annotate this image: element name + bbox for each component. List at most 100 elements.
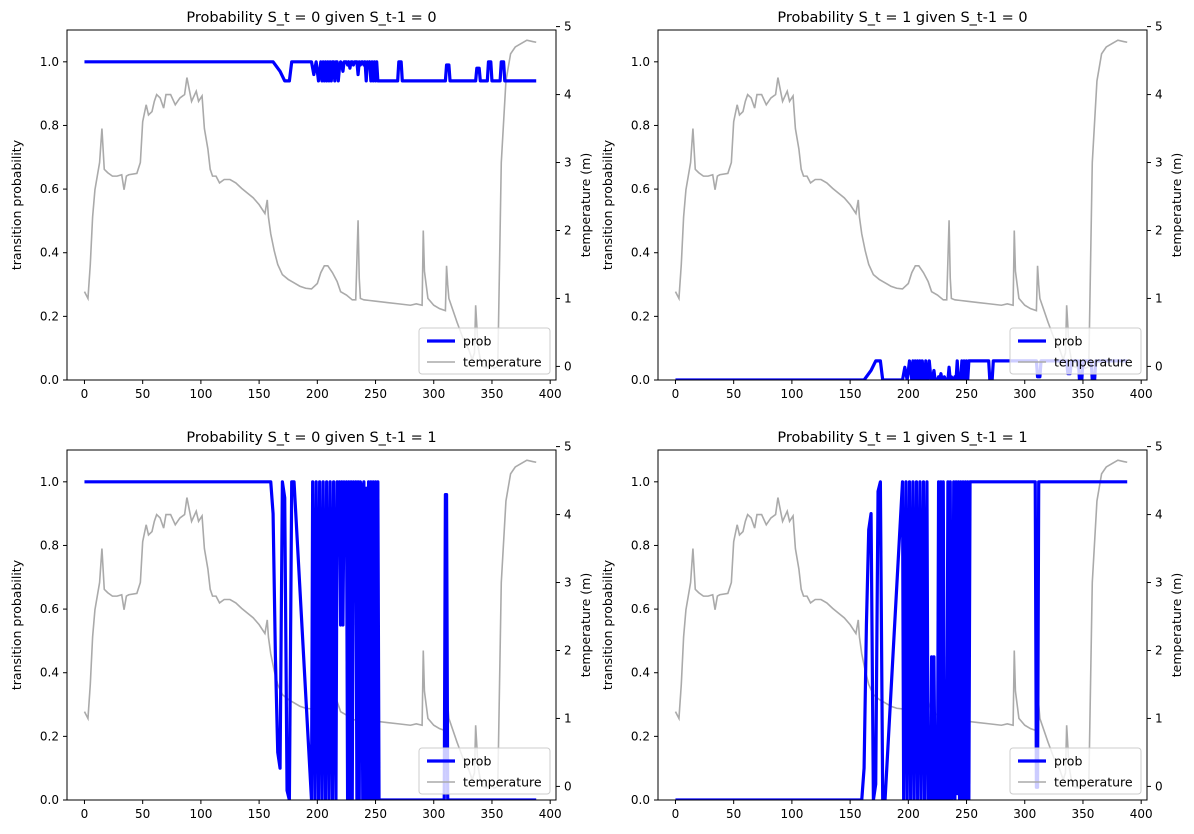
legend-label-temperature: temperature	[1054, 775, 1133, 790]
x-tick-label: 250	[955, 807, 978, 821]
legend: prob temperature	[418, 327, 551, 375]
x-tick-label: 100	[189, 807, 212, 821]
prob-line	[84, 60, 537, 83]
prob-line	[675, 480, 1128, 800]
x-tick-label: 100	[780, 387, 803, 401]
y2-tick-label: 4	[1155, 508, 1163, 522]
x-tick-label: 350	[1072, 387, 1095, 401]
subplot-title: Probability S_t = 0 given S_t-1 = 0	[186, 10, 436, 26]
y-tick-label: 0.6	[40, 602, 59, 616]
y2-tick-label: 0	[564, 359, 572, 373]
subplot-3: 0 50 100 150 200 250 300 350 4000.00.20.40.60.81…	[9, 430, 593, 821]
x-tick-label: 400	[1130, 387, 1153, 401]
x-tick-label: 300	[422, 807, 445, 821]
prob-line	[84, 480, 537, 800]
legend: prob temperature	[418, 747, 551, 795]
axes-frame	[657, 29, 1148, 381]
axes-frame	[66, 449, 557, 801]
y-tick-label: 0.2	[40, 729, 59, 743]
y-tick-label: 0.4	[40, 666, 59, 680]
x-tick-label: 100	[780, 807, 803, 821]
y-tick-label: 0.2	[631, 729, 650, 743]
y2-tick-label: 2	[564, 223, 572, 237]
y-tick-label: 0.0	[631, 373, 650, 387]
y2-tick-label: 5	[564, 440, 572, 454]
y-tick-label: 0.8	[631, 118, 650, 132]
y2-axis-label: temperature (m)	[1169, 153, 1184, 257]
x-tick-label: 50	[135, 387, 150, 401]
y2-tick-label: 3	[564, 156, 572, 170]
y-tick-label: 0.0	[631, 793, 650, 807]
x-tick-label: 350	[481, 387, 504, 401]
y2-tick-label: 2	[1155, 643, 1163, 657]
y2-tick-label: 1	[1155, 711, 1163, 725]
legend-label-prob: prob	[1054, 334, 1082, 349]
x-tick-label: 250	[955, 387, 978, 401]
y2-tick-label: 1	[564, 711, 572, 725]
x-tick-label: 0	[81, 387, 89, 401]
y-axis-label: transition probability	[600, 139, 615, 270]
y2-tick-label: 0	[1155, 359, 1163, 373]
subplot-title: Probability S_t = 1 given S_t-1 = 0	[777, 10, 1027, 26]
x-tick-label: 300	[1013, 807, 1036, 821]
y2-axis-label: temperature (m)	[1169, 573, 1184, 677]
y-tick-label: 0.2	[40, 309, 59, 323]
x-tick-label: 250	[364, 387, 387, 401]
y2-tick-label: 4	[1155, 88, 1163, 102]
y-tick-label: 0.0	[40, 373, 59, 387]
y-tick-label: 0.8	[631, 538, 650, 552]
y2-tick-label: 3	[1155, 156, 1163, 170]
y2-axis-label: temperature (m)	[578, 573, 593, 677]
x-tick-label: 0	[672, 387, 680, 401]
x-tick-label: 300	[1013, 387, 1036, 401]
subplot-1: 0 50 100 150 200 250 300 350 4000.00.20.40.60.81…	[9, 10, 593, 401]
y2-tick-label: 3	[1155, 576, 1163, 590]
y-tick-label: 0.6	[631, 182, 650, 196]
x-tick-label: 350	[481, 807, 504, 821]
legend-label-temperature: temperature	[463, 775, 542, 790]
x-tick-label: 0	[672, 807, 680, 821]
y2-tick-label: 1	[564, 291, 572, 305]
y2-axis-label: temperature (m)	[578, 153, 593, 257]
y-tick-label: 0.8	[40, 118, 59, 132]
y-tick-label: 0.4	[40, 246, 59, 260]
y2-tick-label: 0	[564, 779, 572, 793]
x-tick-label: 200	[897, 387, 920, 401]
x-tick-label: 200	[306, 807, 329, 821]
y-tick-label: 1.0	[40, 55, 59, 69]
x-tick-label: 150	[839, 387, 862, 401]
x-tick-label: 0	[81, 807, 89, 821]
prob-line	[675, 359, 1128, 380]
subplot-4: 0 50 100 150 200 250 300 350 4000.00.20.40.60.81…	[600, 430, 1184, 821]
x-tick-label: 400	[539, 387, 562, 401]
x-tick-label: 300	[422, 387, 445, 401]
y-tick-label: 0.4	[631, 246, 650, 260]
subplot-title: Probability S_t = 0 given S_t-1 = 1	[186, 430, 436, 446]
legend-label-prob: prob	[463, 334, 491, 349]
y-tick-label: 1.0	[631, 475, 650, 489]
y-tick-label: 0.8	[40, 538, 59, 552]
x-tick-label: 100	[189, 387, 212, 401]
subplot-2: 0 50 100 150 200 250 300 350 4000.00.20.40.60.81…	[600, 10, 1184, 401]
y2-tick-label: 4	[564, 508, 572, 522]
x-tick-label: 400	[539, 807, 562, 821]
x-tick-label: 50	[726, 387, 741, 401]
x-tick-label: 50	[135, 807, 150, 821]
x-tick-label: 200	[897, 807, 920, 821]
y-axis-label: transition probability	[9, 559, 24, 690]
temperature-line	[674, 39, 1128, 370]
subplot-title: Probability S_t = 1 given S_t-1 = 1	[777, 430, 1027, 446]
y2-tick-label: 2	[1155, 223, 1163, 237]
axes-frame	[66, 29, 557, 381]
x-tick-label: 150	[839, 807, 862, 821]
x-tick-label: 250	[364, 807, 387, 821]
y-tick-label: 0.2	[631, 309, 650, 323]
y-axis-label: transition probability	[9, 139, 24, 270]
y2-tick-label: 4	[564, 88, 572, 102]
temperature-line	[83, 39, 537, 370]
legend-label-prob: prob	[463, 754, 491, 769]
y2-tick-label: 5	[1155, 440, 1163, 454]
x-tick-label: 400	[1130, 807, 1153, 821]
y-tick-label: 0.0	[40, 793, 59, 807]
